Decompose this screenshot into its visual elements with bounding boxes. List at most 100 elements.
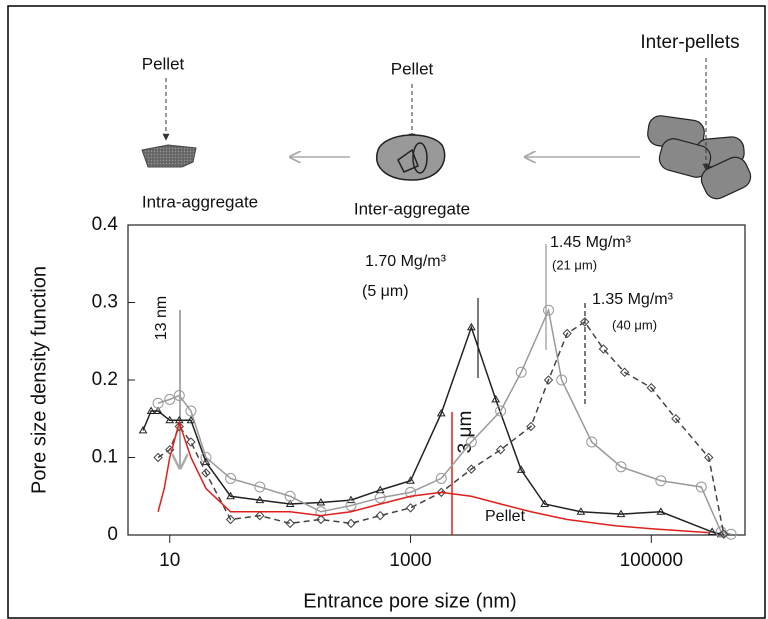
data-point: [491, 394, 501, 403]
data-point: [164, 393, 176, 405]
data-point: [201, 468, 211, 478]
data-point: [226, 491, 235, 500]
data-point: [284, 490, 296, 502]
data-point: [436, 487, 446, 498]
data-point: [374, 492, 386, 504]
data-point: [152, 397, 164, 409]
aggregate-shape: [412, 142, 428, 174]
data-point: [586, 436, 598, 448]
data-point: [580, 317, 590, 327]
schematic-label: Pellet: [142, 54, 185, 73]
annotation: (21 μm): [552, 257, 597, 272]
data-point: [173, 390, 185, 401]
data-point: [405, 486, 417, 498]
data-point: [515, 366, 527, 378]
y-tick-label: 0.4: [92, 214, 119, 235]
data-point: [316, 497, 326, 506]
data-point: [254, 481, 266, 493]
data-point: [646, 383, 657, 393]
schematic-label: Inter-aggregate: [354, 199, 470, 218]
data-point: [185, 405, 197, 417]
annotation: 1.45 Mg/m³: [550, 234, 632, 251]
data-point: [526, 421, 536, 432]
data-point: [671, 414, 681, 424]
data-point: [346, 518, 356, 529]
data-point: [153, 452, 163, 463]
data-point: [345, 500, 357, 512]
data-point: [619, 367, 630, 377]
data-point: [707, 527, 717, 535]
x-axis-label: Entrance pore size (nm): [303, 590, 516, 612]
data-point: [201, 457, 211, 466]
annotation: (40 μm): [612, 317, 657, 332]
schematic-label: Intra-aggregate: [142, 192, 258, 211]
data-point: [174, 421, 184, 432]
data-point: [138, 425, 148, 434]
pellet-shape: [376, 134, 446, 181]
x-tick-label: 1000: [389, 550, 431, 571]
data-point: [656, 507, 666, 515]
data-point: [146, 406, 156, 414]
data-point: [556, 374, 568, 386]
data-point: [405, 503, 416, 513]
data-point: [375, 510, 385, 521]
data-point: [725, 528, 737, 540]
data-point: [543, 304, 555, 316]
data-point: [255, 510, 265, 521]
data-point: [225, 472, 237, 484]
annotation: 13 nm: [153, 296, 170, 340]
data-point: [165, 415, 175, 424]
data-point: [186, 415, 196, 424]
pellet-shape: [141, 144, 197, 168]
series-line: [142, 324, 722, 535]
data-point: [598, 344, 609, 354]
y-tick-label: 0.1: [92, 447, 118, 468]
data-point: [255, 495, 265, 504]
annotation: 1.70 Mg/m³: [365, 253, 447, 270]
pellet-cluster: [647, 115, 752, 200]
annotation: 1.35 Mg/m³: [592, 291, 674, 308]
aggregate-shape: [397, 148, 419, 173]
y-tick-label: 0.3: [92, 292, 118, 313]
data-point: [704, 452, 714, 463]
y-tick-label: 0.2: [92, 369, 118, 390]
data-point: [495, 405, 507, 417]
series-line: [157, 307, 732, 535]
data-point: [516, 465, 526, 473]
data-point: [655, 475, 667, 487]
data-point: [695, 481, 707, 493]
data-point: [153, 406, 163, 414]
y-axis-label: Pore size density function: [28, 266, 50, 494]
data-point: [285, 499, 295, 507]
data-point: [186, 437, 196, 447]
data-point: [436, 408, 446, 417]
schematic-label: Pellet: [391, 59, 434, 78]
data-point: [225, 514, 236, 525]
data-point: [406, 476, 415, 484]
frame: [7, 5, 766, 619]
data-point: [285, 518, 295, 529]
annotation: Pellet: [485, 508, 526, 525]
data-point: [465, 436, 477, 448]
data-point: [346, 495, 356, 504]
data-point: [466, 322, 476, 331]
data-point: [495, 445, 506, 455]
data-point: [615, 461, 627, 473]
data-point: [200, 452, 212, 463]
schematic-label: Inter-pellets: [640, 32, 739, 53]
data-point: [576, 507, 586, 515]
data-point: [616, 509, 626, 518]
series-line: [157, 420, 709, 534]
schematic: Pellet Pellet Inter-pellets Intra-aggreg…: [141, 32, 752, 218]
series-line: [157, 320, 725, 535]
data-point: [435, 472, 447, 484]
data-point: [540, 499, 550, 507]
plot: 0 0.1 0.2 0.3 0.4 10 1000 100000: [92, 214, 737, 571]
data-point: [562, 328, 572, 339]
data-point: [466, 464, 477, 474]
data-point: [719, 529, 729, 539]
x-tick-label: 10: [159, 550, 180, 571]
plot-area: [127, 224, 746, 536]
data-point: [316, 514, 326, 525]
